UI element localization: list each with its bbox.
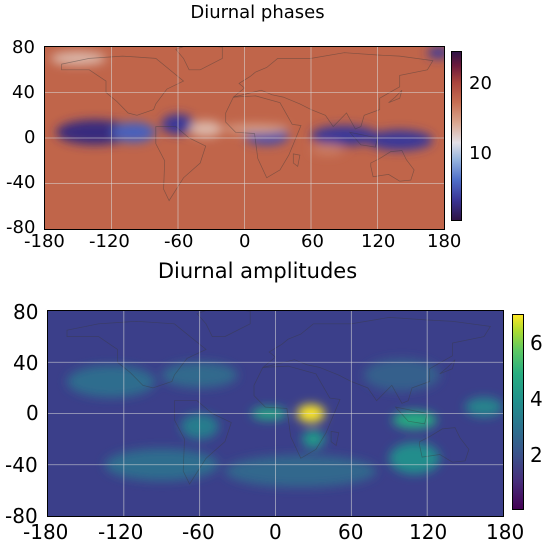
amplitude-coastline-6 [394,406,428,425]
amplitude-cell-11 [363,359,440,392]
phase-colorbar [451,51,462,221]
phase-y-tick-80: 80 [12,37,35,58]
amplitude-cell-5 [465,397,503,417]
phase-cell-3 [189,120,223,137]
phase-cell-7 [311,143,345,156]
phase-coastline-2 [225,95,302,179]
amplitude-y-tick-40: 40 [13,351,39,375]
phase-cell-10 [427,47,444,59]
amplitude-cell-7 [66,365,156,398]
phase-x-tick-120: 120 [361,231,396,252]
amplitude-colorbar-tick-2: 2 [530,443,543,467]
phase-y-tick-neg40: -40 [6,172,36,193]
phase-map [44,46,445,230]
phase-coastline-5 [175,47,223,71]
phase-cell-0 [56,119,134,145]
phase-coastline-4 [370,150,415,182]
phase-x-tick-neg120: -120 [89,231,130,252]
amplitude-y-tick-80: 80 [13,300,39,324]
phase-x-tick-neg60: -60 [164,231,194,252]
amplitude-x-tick-180: 180 [486,520,525,544]
phase-cell-6 [366,130,433,151]
amplitude-x-tick-0: 0 [269,520,282,544]
amplitude-map-title: Diurnal amplitudes [157,259,358,283]
phase-coastline-0 [61,55,185,116]
phase-cell-9 [50,51,106,66]
amplitude-x-tick-60: 60 [338,520,364,544]
amplitude-x-tick-120: 120 [409,520,448,544]
phase-colorbar-tick-20: 20 [469,73,492,94]
amplitude-colorbar-tick-6: 6 [530,331,543,355]
amplitude-x-tick-neg180: -180 [23,520,69,544]
amplitude-coastline-8 [330,430,340,447]
amplitude-coastline-2 [253,365,341,459]
phase-cell-8 [222,124,289,134]
phase-map-title: Diurnal phases [190,2,325,23]
phase-colorbar-tick-10: 10 [469,143,492,164]
phase-coastline-6 [348,131,378,148]
amplitude-map [47,310,504,517]
amplitude-cell-3 [392,410,437,429]
amplitude-cell-10 [224,455,377,488]
phase-y-tick-40: 40 [12,82,35,103]
phase-cell-5 [311,125,378,146]
phase-y-tick-neg80: -80 [6,217,36,238]
phase-coastline-7 [388,89,403,104]
amplitude-x-tick-neg120: -120 [98,520,144,544]
amplitude-coastline-4 [419,427,470,463]
phase-coastline-1 [155,126,207,202]
phase-map-plot [45,47,444,229]
phase-y-tick-0: 0 [24,127,36,148]
amplitude-y-tick-neg80: -80 [5,504,38,528]
amplitude-coastline-1 [174,400,232,485]
phase-cell-1 [111,122,156,143]
amplitude-coastline-5 [196,311,251,337]
amplitude-cell-4 [389,442,440,475]
phase-x-tick-neg180: -180 [24,231,65,252]
amplitude-colorbar-tick-4: 4 [530,387,543,411]
phase-x-tick-60: 60 [301,231,324,252]
amplitude-coastline-7 [439,359,456,375]
phase-coastline-8 [292,153,301,168]
phase-x-tick-0: 0 [239,231,251,252]
amplitude-colorbar [512,314,524,510]
amplitude-coastline-3 [262,317,491,404]
phase-coastline-3 [233,52,434,130]
amplitude-map-plot [48,311,503,516]
amplitude-coastline-0 [66,320,207,389]
amplitude-y-tick-0: 0 [26,401,39,425]
phase-x-tick-180: 180 [427,231,462,252]
amplitude-y-tick-neg40: -40 [5,453,38,477]
amplitude-x-tick-neg60: -60 [182,520,215,544]
amplitude-cell-1 [302,430,325,449]
